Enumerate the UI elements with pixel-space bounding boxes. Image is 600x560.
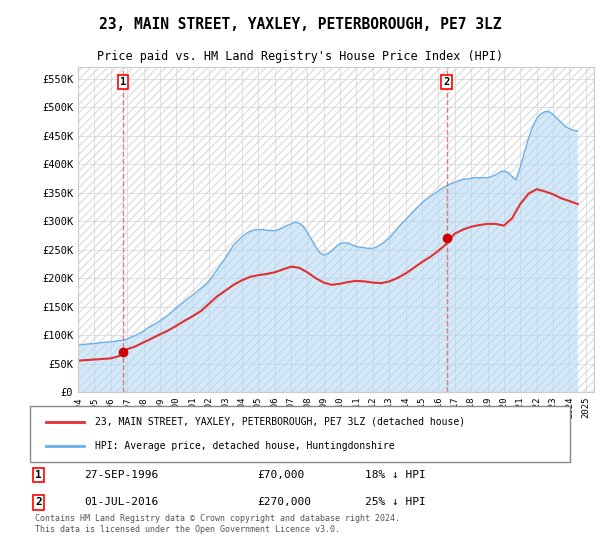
Text: 25% ↓ HPI: 25% ↓ HPI: [365, 497, 425, 507]
Text: 18% ↓ HPI: 18% ↓ HPI: [365, 470, 425, 480]
Text: £270,000: £270,000: [257, 497, 311, 507]
FancyBboxPatch shape: [30, 406, 570, 462]
Text: 27-SEP-1996: 27-SEP-1996: [84, 470, 158, 480]
Text: £70,000: £70,000: [257, 470, 304, 480]
Text: 1: 1: [35, 470, 42, 480]
Text: 2: 2: [443, 77, 449, 87]
Text: 2: 2: [35, 497, 42, 507]
Text: 1: 1: [120, 77, 126, 87]
Text: HPI: Average price, detached house, Huntingdonshire: HPI: Average price, detached house, Hunt…: [95, 441, 394, 451]
Text: 23, MAIN STREET, YAXLEY, PETERBOROUGH, PE7 3LZ: 23, MAIN STREET, YAXLEY, PETERBOROUGH, P…: [99, 17, 501, 32]
Text: 23, MAIN STREET, YAXLEY, PETERBOROUGH, PE7 3LZ (detached house): 23, MAIN STREET, YAXLEY, PETERBOROUGH, P…: [95, 417, 465, 427]
Text: Contains HM Land Registry data © Crown copyright and database right 2024.
This d: Contains HM Land Registry data © Crown c…: [35, 514, 400, 534]
Text: Price paid vs. HM Land Registry's House Price Index (HPI): Price paid vs. HM Land Registry's House …: [97, 50, 503, 63]
Text: 01-JUL-2016: 01-JUL-2016: [84, 497, 158, 507]
